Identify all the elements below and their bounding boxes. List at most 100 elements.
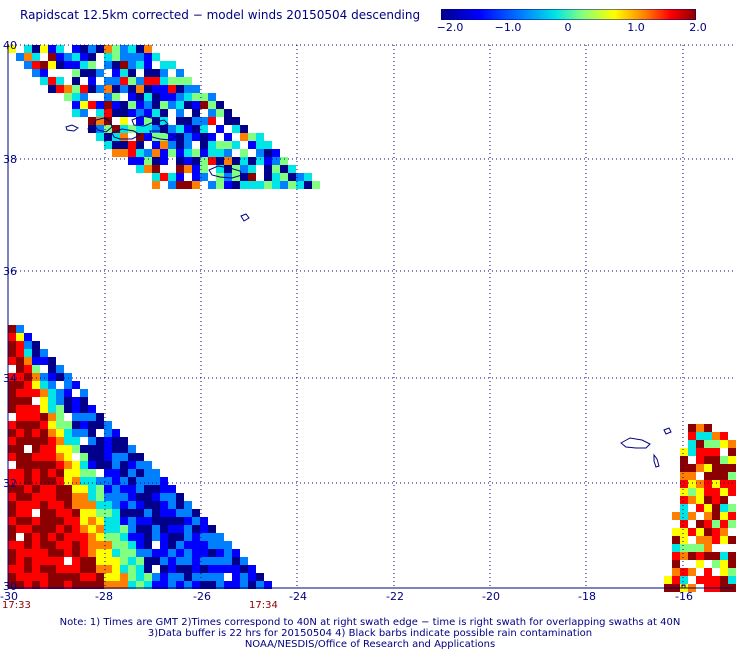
wind-cell-north (144, 53, 152, 61)
wind-cell-north (288, 173, 296, 181)
wind-cell-southwest (8, 557, 16, 565)
wind-cell-east (672, 512, 680, 520)
wind-cell-southwest (72, 493, 80, 501)
wind-cell-north (104, 141, 112, 149)
wind-cell-southwest (112, 541, 120, 549)
wind-cell-north (176, 149, 184, 157)
wind-cell-north (184, 157, 192, 165)
wind-cell-north (152, 125, 160, 133)
wind-cell-north (24, 45, 32, 53)
wind-cell-southwest (168, 573, 176, 581)
wind-cell-southwest (104, 421, 112, 429)
wind-cell-southwest (184, 533, 192, 541)
wind-cell-southwest (24, 581, 32, 589)
wind-cell-southwest (32, 485, 40, 493)
wind-cell-southwest (120, 525, 128, 533)
wind-cell-southwest (56, 373, 64, 381)
wind-cell-southwest (24, 573, 32, 581)
wind-cell-east (728, 456, 736, 464)
wind-cell-east (688, 568, 696, 576)
wind-cell-southwest (112, 461, 120, 469)
wind-cell-southwest (104, 437, 112, 445)
wind-cell-southwest (8, 373, 16, 381)
wind-cell-southwest (232, 573, 240, 581)
wind-cell-north (224, 181, 232, 189)
wind-cell-southwest (8, 349, 16, 357)
wind-cell-southwest (40, 405, 48, 413)
wind-cell-north (184, 125, 192, 133)
wind-cell-southwest (144, 509, 152, 517)
wind-cell-east (712, 560, 720, 568)
wind-cell-east (672, 528, 680, 536)
wind-cell-north (112, 69, 120, 77)
wind-cell-north (72, 69, 80, 77)
wind-cell-north (136, 125, 144, 133)
wind-cell-southwest (24, 333, 32, 341)
wind-cell-north (104, 45, 112, 53)
wind-cell-southwest (72, 501, 80, 509)
wind-cell-north (224, 109, 232, 117)
wind-cell-southwest (192, 517, 200, 525)
wind-cell-north (216, 165, 224, 173)
wind-cell-southwest (88, 413, 96, 421)
wind-cell-north (176, 125, 184, 133)
wind-cell-north (112, 109, 120, 117)
wind-cell-north (176, 117, 184, 125)
wind-cell-north (176, 173, 184, 181)
wind-cell-southwest (144, 557, 152, 565)
wind-cell-north (136, 93, 144, 101)
wind-cell-southwest (80, 477, 88, 485)
wind-cell-southwest (48, 437, 56, 445)
wind-cell-southwest (64, 405, 72, 413)
wind-cell-north (120, 69, 128, 77)
wind-cell-north (152, 93, 160, 101)
wind-cell-southwest (40, 501, 48, 509)
wind-cell-north (160, 109, 168, 117)
wind-cell-southwest (152, 581, 160, 589)
wind-cell-east (696, 544, 704, 552)
wind-cell-southwest (56, 517, 64, 525)
wind-cell-southwest (80, 493, 88, 501)
wind-cell-east (688, 488, 696, 496)
wind-cell-southwest (120, 541, 128, 549)
wind-cell-southwest (144, 573, 152, 581)
island-faial (93, 117, 113, 133)
wind-cell-southwest (64, 493, 72, 501)
wind-cell-north (48, 53, 56, 61)
wind-cell-southwest (64, 525, 72, 533)
wind-cell-southwest (112, 445, 120, 453)
wind-cell-southwest (8, 429, 16, 437)
wind-cell-north (72, 61, 80, 69)
wind-cell-southwest (176, 533, 184, 541)
wind-cell-southwest (184, 541, 192, 549)
wind-cell-southwest (112, 469, 120, 477)
wind-cell-southwest (80, 397, 88, 405)
wind-cell-southwest (48, 501, 56, 509)
wind-cell-southwest (32, 413, 40, 421)
wind-cell-north (120, 117, 128, 125)
wind-cell-north (80, 61, 88, 69)
wind-cell-southwest (112, 557, 120, 565)
wind-cell-north (128, 77, 136, 85)
wind-cell-north (144, 69, 152, 77)
wind-cell-southwest (112, 573, 120, 581)
wind-cell-southwest (152, 501, 160, 509)
wind-cell-southwest (136, 541, 144, 549)
wind-cell-north (32, 61, 40, 69)
colorbar-label-0: −2.0 (436, 21, 464, 34)
wind-cell-southwest (120, 533, 128, 541)
wind-cell-southwest (160, 549, 168, 557)
wind-cell-east (712, 496, 720, 504)
wind-cell-southwest (216, 541, 224, 549)
wind-cell-southwest (104, 461, 112, 469)
wind-cell-north (264, 149, 272, 157)
wind-cell-southwest (16, 357, 24, 365)
wind-cell-southwest (224, 565, 232, 573)
wind-cell-southwest (64, 429, 72, 437)
wind-cell-north (120, 53, 128, 61)
wind-cell-southwest (232, 581, 240, 589)
wind-cell-north (96, 101, 104, 109)
wind-cell-southwest (96, 525, 104, 533)
wind-cell-southwest (56, 437, 64, 445)
wind-cell-east (712, 488, 720, 496)
